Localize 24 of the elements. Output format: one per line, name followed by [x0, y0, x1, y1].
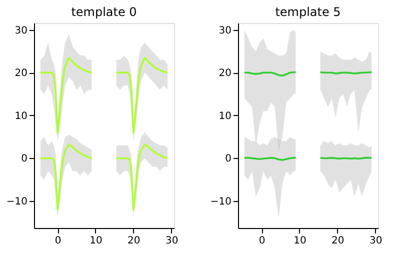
y-tick-label: 30 — [14, 25, 28, 36]
x-tick-label: 30 — [369, 236, 382, 246]
x-tick-label: 10 — [294, 236, 306, 246]
x-tick-label: 20 — [332, 236, 344, 246]
x-tick-label: 0 — [258, 236, 266, 246]
y-tick-label: −10 — [210, 196, 232, 208]
line-series — [40, 144, 93, 210]
y-tick-label: 20 — [218, 68, 232, 80]
y-tick-label: 0 — [21, 154, 28, 165]
x-tick-label: 30 — [165, 236, 178, 246]
y-tick-label: 10 — [218, 110, 232, 122]
y-tick-label: 0 — [225, 154, 232, 165]
y-tick-label: −10 — [6, 196, 28, 208]
line-series — [115, 144, 168, 210]
x-tick-label: 20 — [128, 236, 140, 246]
y-tick-label: 30 — [218, 25, 232, 36]
y-tick-label: 20 — [14, 68, 28, 80]
line-series — [115, 56, 168, 134]
y-tick-label: 10 — [14, 110, 28, 122]
line-series — [40, 56, 93, 134]
chart-title: template 5 — [275, 5, 341, 19]
chart-title: template 0 — [71, 5, 137, 19]
x-tick-label: 10 — [90, 236, 102, 246]
x-tick-label: 0 — [54, 236, 62, 246]
